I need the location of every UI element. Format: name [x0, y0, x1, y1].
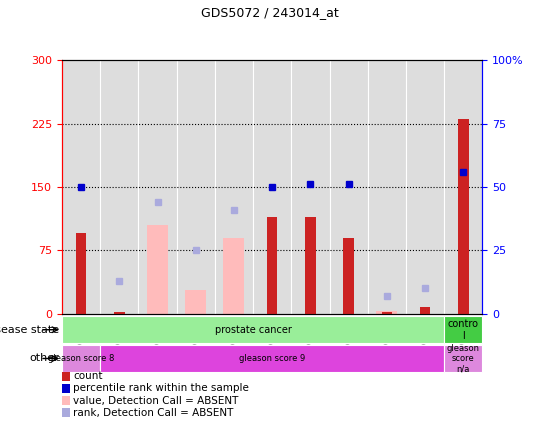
Bar [420, 307, 430, 314]
Bar [100, 345, 444, 372]
Bar [458, 119, 468, 314]
Text: rank, Detection Call = ABSENT: rank, Detection Call = ABSENT [73, 408, 233, 418]
Bar [444, 60, 482, 314]
Text: disease state: disease state [0, 325, 59, 335]
Bar [62, 372, 70, 381]
Bar [62, 345, 100, 372]
Bar [114, 312, 125, 314]
Bar [177, 60, 215, 314]
Bar [253, 60, 291, 314]
Bar [382, 312, 392, 314]
Text: value, Detection Call = ABSENT: value, Detection Call = ABSENT [73, 396, 238, 406]
Bar [100, 60, 139, 314]
Bar [62, 396, 70, 405]
Bar [291, 60, 329, 314]
Bar [62, 408, 70, 417]
Bar [343, 238, 354, 314]
Text: other: other [30, 354, 59, 363]
Text: GDS5072 / 243014_at: GDS5072 / 243014_at [201, 6, 338, 19]
Text: percentile rank within the sample: percentile rank within the sample [73, 383, 249, 393]
Bar [185, 290, 206, 314]
Bar [444, 316, 482, 343]
Bar [406, 60, 444, 314]
Bar [62, 384, 70, 393]
Text: prostate cancer: prostate cancer [215, 325, 292, 335]
Text: contro
l: contro l [448, 319, 479, 341]
Bar [76, 233, 86, 314]
Text: gleason score 9: gleason score 9 [239, 354, 305, 363]
Bar [62, 60, 100, 314]
Bar [368, 60, 406, 314]
Text: gleason
score
n/a: gleason score n/a [447, 343, 480, 374]
Bar [444, 345, 482, 372]
Bar [139, 60, 177, 314]
Bar [147, 225, 168, 314]
Bar [267, 217, 278, 314]
Text: count: count [73, 371, 102, 381]
Bar [215, 60, 253, 314]
Bar [329, 60, 368, 314]
Bar [224, 238, 245, 314]
Text: gleason score 8: gleason score 8 [48, 354, 114, 363]
Bar [305, 217, 316, 314]
Bar [376, 311, 397, 314]
